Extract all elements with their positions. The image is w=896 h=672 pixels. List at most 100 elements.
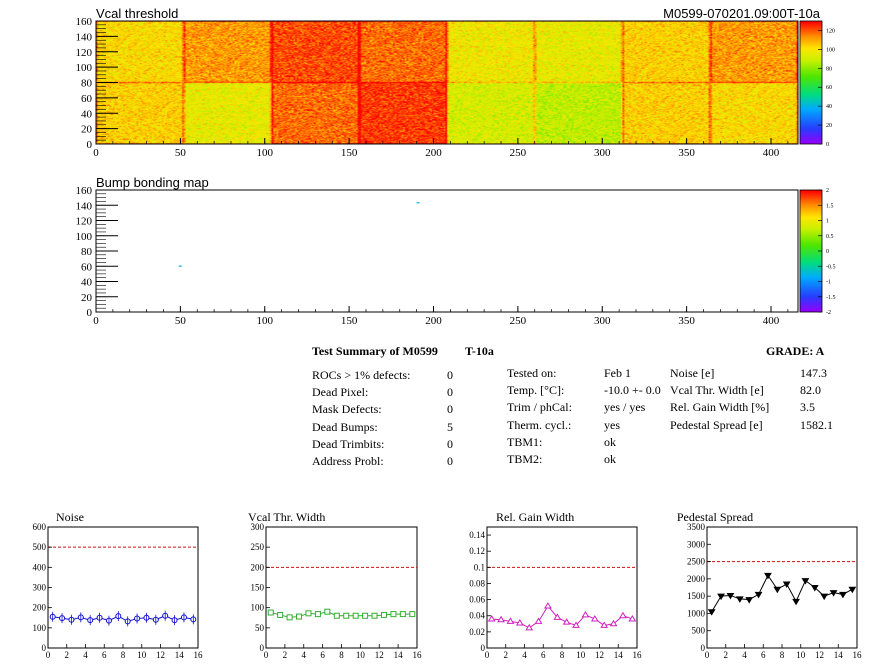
y-tick-label: 0: [42, 643, 47, 653]
y-tick-label: 0.08: [469, 578, 485, 588]
data-point: [801, 578, 810, 585]
y-tick-label: 3500: [687, 522, 706, 532]
data-point: [506, 617, 515, 624]
y-tick-label: 2000: [687, 574, 706, 584]
x-tick-label: 2: [283, 650, 288, 660]
x-tick-label: 10: [796, 650, 806, 660]
y-tick-label: 300: [251, 522, 265, 532]
x-tick-label: 300: [594, 147, 611, 159]
data-point: [745, 597, 754, 604]
data-point: [590, 614, 599, 622]
series-line: [491, 605, 633, 629]
condition-value: Feb 1: [604, 366, 631, 380]
x-tick-label: 16: [194, 650, 204, 660]
defect-label: Dead Trimbits:: [312, 436, 385, 451]
data-point: [525, 623, 534, 631]
y-tick-label: 0: [87, 139, 93, 151]
y-tick-label: 0: [260, 643, 265, 653]
x-tick-label: 4: [302, 650, 307, 660]
y-tick-label: 300: [33, 583, 47, 593]
data-point: [333, 612, 340, 619]
data-point: [487, 614, 496, 622]
data-point: [609, 619, 618, 627]
palette-label: 0: [826, 249, 829, 255]
data-point: [782, 581, 791, 589]
palette-label: 0.5: [826, 234, 834, 240]
x-tick-label: 8: [560, 650, 565, 660]
y-tick-label: 2500: [687, 557, 706, 567]
data-point: [544, 602, 552, 609]
defect-value: 0: [447, 454, 453, 468]
x-tick-label: 4: [83, 650, 88, 660]
x-tick-label: 400: [763, 147, 780, 159]
y-tick-label: 3000: [687, 539, 706, 549]
data-point: [572, 621, 580, 628]
y-tick-label: 160: [76, 185, 93, 197]
result-label: Rel. Gain Width [%]: [670, 400, 770, 415]
defect-label: Dead Bumps:: [312, 419, 378, 434]
data-point: [619, 611, 627, 619]
palette-label: -0.5: [826, 264, 836, 270]
x-tick-label: 0: [46, 650, 51, 660]
heatmap-palette-frame: [799, 20, 823, 145]
data-point: [726, 592, 735, 600]
x-tick-label: 2: [504, 650, 509, 660]
y-tick-label: 80: [81, 246, 93, 258]
y-tick-label: 0: [481, 643, 486, 653]
data-point: [707, 609, 716, 616]
condition-label: Trim / phCal:: [507, 400, 572, 415]
data-point: [848, 586, 857, 594]
x-tick-label: 0: [264, 650, 269, 660]
vcal-threshold-panel: Vcal threshold M0599-070201.09:00T-10a 0…: [76, 6, 836, 159]
palette-label: 20: [826, 123, 832, 129]
y-tick-label: 1500: [687, 591, 706, 601]
data-point: [600, 621, 609, 628]
module-id-label: M0599-070201.09:00T-10a: [663, 6, 821, 21]
y-tick-label: 1000: [687, 608, 706, 618]
summary-grade: GRADE: A: [766, 344, 825, 358]
data-point: [371, 612, 378, 619]
bump-palette: [800, 190, 822, 312]
x-tick-label: 12: [595, 650, 604, 660]
data-point: [717, 593, 725, 601]
y-tick-label: 500: [692, 626, 706, 636]
x-tick-label: 0: [93, 147, 99, 159]
x-tick-label: 6: [761, 650, 766, 660]
defect-value: 0: [447, 402, 453, 417]
x-tick-label: 2: [724, 650, 729, 660]
x-tick-label: 8: [339, 650, 344, 660]
data-point: [754, 591, 763, 599]
y-tick-label: 20: [81, 292, 93, 304]
x-tick-label: 350: [678, 315, 695, 327]
palette-label: 40: [826, 104, 832, 110]
y-tick-label: 120: [76, 47, 93, 59]
defect-label: Mask Defects:: [312, 402, 382, 417]
x-tick-label: 0: [93, 315, 99, 327]
data-point: [409, 611, 416, 618]
bump-bonding-panel: Bump bonding map 0 50 100 150 200 250 300 350 40…: [76, 175, 836, 327]
data-point: [497, 615, 505, 623]
x-tick-label: 350: [678, 147, 695, 159]
y-tick-label: 0.06: [469, 595, 485, 605]
x-tick-label: 300: [594, 315, 611, 327]
data-point: [773, 586, 782, 594]
x-tick-label: 6: [102, 650, 107, 660]
data-point: [792, 598, 800, 606]
y-tick-label: 200: [33, 603, 47, 613]
y-tick-label: 140: [76, 31, 93, 43]
data-point: [324, 608, 331, 615]
x-tick-label: 8: [121, 650, 126, 660]
palette-label: 120: [826, 28, 835, 34]
palette-label: 100: [826, 47, 835, 53]
y-tick-label: 100: [76, 62, 93, 74]
bump-title: Bump bonding map: [96, 175, 209, 190]
x-tick-label: 14: [834, 650, 844, 660]
small-plot-title: Noise: [56, 510, 84, 524]
x-tick-label: 200: [425, 315, 442, 327]
y-tick-label: 400: [33, 562, 47, 572]
data-point: [829, 590, 838, 597]
result-value: 147.3: [800, 366, 827, 380]
x-tick-label: 6: [541, 650, 546, 660]
data-point: [314, 611, 321, 618]
